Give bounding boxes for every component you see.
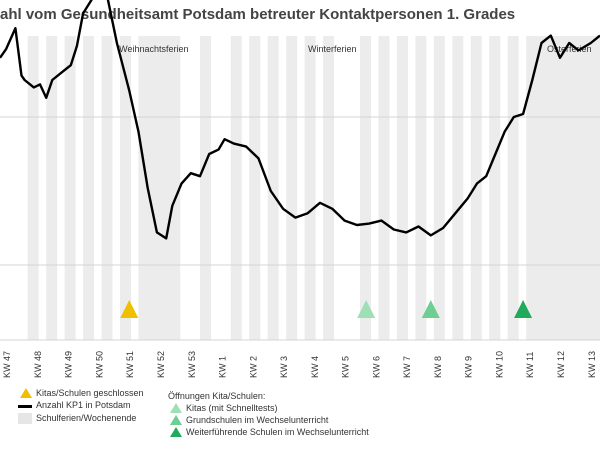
x-tick-label: KW 8 — [433, 356, 443, 378]
shaded-column — [83, 36, 95, 340]
shaded-column — [526, 36, 538, 340]
holiday-block — [138, 36, 171, 340]
x-tick-label: KW 5 — [341, 356, 351, 378]
shaded-column — [396, 36, 408, 340]
marker-triangle — [421, 300, 440, 318]
chart-title: ahl vom Gesundheitsamt Potsdam betreuter… — [0, 6, 516, 23]
x-tick-label: KW 11 — [525, 352, 535, 378]
shaded-column — [489, 36, 501, 340]
legend-open2-icon — [170, 415, 182, 425]
legend-line-icon — [18, 405, 32, 408]
holiday-block — [535, 36, 600, 340]
x-tick-label: KW 53 — [187, 351, 197, 378]
legend-holiday-icon — [18, 413, 32, 424]
shaded-column — [249, 36, 261, 340]
x-tick-label: KW 9 — [464, 356, 474, 378]
x-tick-label: KW 3 — [279, 356, 289, 378]
shaded-column — [507, 36, 519, 340]
shaded-column — [27, 36, 39, 340]
shaded-column — [267, 36, 279, 340]
shaded-column — [470, 36, 482, 340]
shaded-column — [304, 36, 316, 340]
shaded-column — [360, 36, 371, 340]
legend-closed-label: Kitas/Schulen geschlossen — [36, 388, 144, 398]
legend-open3-icon — [170, 427, 182, 437]
x-tick-label: KW 2 — [248, 356, 258, 378]
legend-closed-icon — [20, 388, 32, 398]
shaded-column — [323, 36, 335, 340]
shaded-column — [286, 36, 298, 340]
shaded-column — [452, 36, 464, 340]
x-tick-label: KW 50 — [94, 351, 104, 378]
legend-open2-label: Grundschulen im Wechselunterricht — [186, 415, 329, 425]
x-tick-label: KW 1 — [218, 356, 228, 378]
x-tick-label: KW 4 — [310, 356, 320, 378]
x-tick-label: KW 47 — [2, 351, 12, 378]
shaded-column — [415, 36, 427, 340]
shaded-column — [169, 36, 181, 340]
x-tick-label: KW 13 — [587, 351, 597, 378]
legend-holiday-label: Schulferien/Wochenende — [36, 413, 137, 423]
shaded-column — [64, 36, 76, 340]
shaded-column — [200, 36, 211, 340]
shaded-column — [101, 36, 113, 340]
x-tick-label: KW 10 — [494, 351, 504, 378]
x-tick-label: KW 52 — [156, 351, 166, 378]
legend-open1-label: Kitas (mit Schnelltests) — [186, 403, 278, 413]
x-tick-label: KW 12 — [556, 351, 566, 378]
legend-open3-label: Weiterführende Schulen im Wechselunterri… — [186, 427, 369, 437]
shaded-column — [46, 36, 58, 340]
shaded-column — [378, 36, 390, 340]
shaded-column — [120, 36, 131, 340]
x-tick-label: KW 49 — [64, 351, 74, 378]
holiday-label: Weihnachtsferien — [119, 44, 188, 54]
holiday-label: Winterferien — [308, 44, 357, 54]
marker-triangle — [514, 300, 533, 318]
x-tick-label: KW 7 — [402, 356, 412, 378]
shaded-column — [433, 36, 445, 340]
x-tick-label: KW 6 — [371, 356, 381, 378]
legend-line-label: Anzahl KP1 in Potsdam — [36, 400, 131, 410]
marker-triangle — [120, 300, 139, 318]
legend-openings-title: Öffnungen Kita/Schulen: — [168, 391, 266, 401]
shaded-column — [230, 36, 242, 340]
marker-triangle — [357, 300, 376, 318]
series-line-kp1 — [0, 0, 600, 240]
x-tick-label: KW 51 — [125, 351, 135, 378]
legend-open1-icon — [170, 403, 182, 413]
holiday-label: Osterferien — [547, 44, 592, 54]
x-tick-label: KW 48 — [33, 351, 43, 378]
